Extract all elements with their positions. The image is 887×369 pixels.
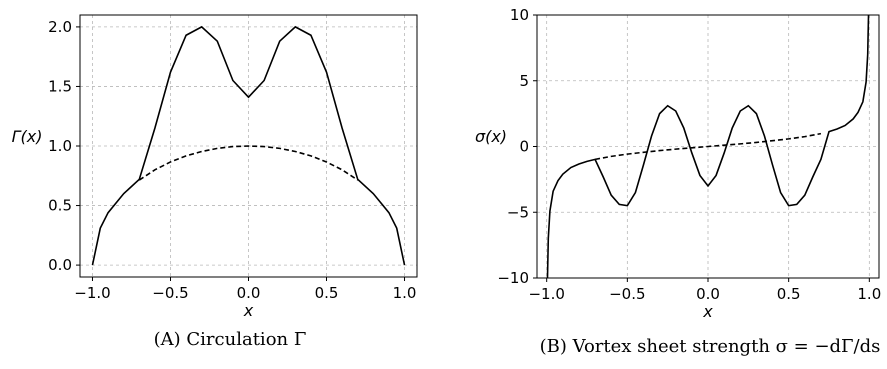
y-tick-label: 0 [519, 138, 529, 156]
x-tick-label: 0.5 [315, 284, 339, 302]
y-tick-label: 0.5 [48, 197, 72, 215]
y-tick-label: 5 [519, 72, 529, 90]
chart-caption: (A) Circulation Γ [154, 329, 307, 350]
x-axis-label: x [243, 301, 254, 320]
series-line-solid [546, 15, 870, 278]
x-tick-label: 0.0 [237, 284, 261, 302]
series-line-dashed [594, 132, 822, 161]
chart-panel-1: −1.0 −0.5 0.0 0.5 1.0 −10 −5 0 5 10 x σ(x) (B) Vorte… [475, 6, 881, 357]
y-tick-label: −10 [497, 269, 529, 287]
x-tick-label: 0.0 [696, 285, 720, 303]
y-tick-label: 1.5 [48, 77, 72, 95]
y-tick-label: 0.0 [48, 256, 72, 274]
y-axis-label: Γ(x) [12, 127, 43, 146]
series-line-solid [91, 25, 406, 266]
y-axis-label: σ(x) [475, 127, 507, 146]
x-axis-label: x [702, 302, 713, 321]
x-tick-label: 0.5 [777, 285, 801, 303]
x-tick-label: −1.0 [528, 285, 564, 303]
x-tick-label: −0.5 [152, 284, 188, 302]
x-tick-label: 1.0 [393, 284, 417, 302]
y-tick-label: −5 [507, 203, 529, 221]
y-tick-label: 2.0 [48, 18, 72, 36]
chart-panel-0: −1.0 −0.5 0.0 0.5 1.0 0.0 0.5 1.0 1.5 2.0 x Γ(x) (A)… [12, 14, 418, 350]
series-line-dashed [138, 145, 359, 181]
chart-caption: (B) Vortex sheet strength σ = −dΓ/ds [540, 336, 881, 357]
y-tick-label: 10 [510, 6, 529, 24]
x-tick-label: −1.0 [74, 284, 110, 302]
y-tick-label: 1.0 [48, 137, 72, 155]
x-tick-label: 1.0 [857, 285, 881, 303]
x-tick-label: −0.5 [609, 285, 645, 303]
